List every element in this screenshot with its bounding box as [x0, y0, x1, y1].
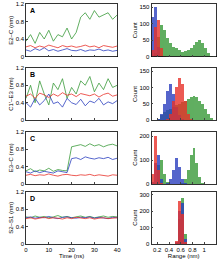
svg-text:200: 200: [139, 133, 150, 139]
svg-text:0.4: 0.4: [16, 36, 25, 42]
svg-text:1.2: 1.2: [16, 189, 25, 195]
svg-text:0.8: 0.8: [188, 247, 197, 253]
svg-text:0: 0: [21, 54, 25, 60]
svg-text:100: 100: [139, 157, 150, 163]
svg-text:300: 300: [139, 192, 150, 198]
svg-text:100: 100: [139, 85, 150, 91]
svg-text:0.6: 0.6: [177, 247, 186, 253]
svg-text:1.2: 1.2: [16, 65, 25, 71]
svg-text:B: B: [30, 71, 35, 78]
svg-text:0.8: 0.8: [16, 206, 25, 212]
svg-text:A: A: [30, 7, 35, 14]
svg-text:30: 30: [91, 247, 98, 253]
svg-text:0: 0: [24, 247, 28, 253]
svg-text:0.4: 0.4: [165, 247, 174, 253]
svg-text:0.4: 0.4: [16, 224, 25, 230]
svg-text:0.8: 0.8: [16, 146, 25, 152]
svg-text:C: C: [30, 135, 35, 142]
svg-text:10: 10: [45, 247, 52, 253]
svg-text:0.8: 0.8: [16, 82, 25, 88]
svg-text:20: 20: [68, 247, 75, 253]
svg-text:0: 0: [146, 241, 150, 247]
svg-text:0: 0: [146, 54, 150, 60]
svg-text:0.8: 0.8: [16, 19, 25, 25]
svg-text:0.2: 0.2: [153, 247, 162, 253]
svg-text:D: D: [30, 195, 35, 202]
svg-text:100: 100: [139, 225, 150, 231]
svg-text:0: 0: [146, 117, 150, 123]
svg-text:E3–C (nm): E3–C (nm): [8, 143, 14, 172]
svg-text:1: 1: [203, 247, 207, 253]
svg-text:S2–S1 (nm): S2–S1 (nm): [8, 202, 14, 234]
svg-text:Count: Count: [132, 86, 138, 102]
svg-text:0: 0: [21, 241, 25, 247]
svg-text:Count: Count: [132, 149, 138, 165]
svg-text:150: 150: [139, 4, 150, 10]
svg-text:100: 100: [139, 21, 150, 27]
svg-text:0.4: 0.4: [16, 100, 25, 106]
svg-text:0.4: 0.4: [16, 164, 25, 170]
svg-text:50: 50: [143, 101, 150, 107]
svg-text:E2–C (nm): E2–C (nm): [8, 16, 14, 45]
svg-text:Time (ns): Time (ns): [59, 253, 84, 259]
svg-text:1.2: 1.2: [16, 129, 25, 135]
svg-text:50: 50: [143, 37, 150, 43]
svg-text:C1'–E3 (nm): C1'–E3 (nm): [8, 77, 14, 111]
svg-text:40: 40: [114, 247, 121, 253]
svg-text:Range (nm): Range (nm): [168, 253, 200, 259]
svg-text:Count: Count: [132, 22, 138, 38]
svg-text:1.2: 1.2: [16, 1, 25, 7]
svg-text:150: 150: [139, 68, 150, 74]
svg-text:0: 0: [21, 181, 25, 187]
svg-text:0: 0: [21, 117, 25, 123]
svg-text:200: 200: [139, 208, 150, 214]
svg-text:Count: Count: [132, 209, 138, 225]
svg-text:0: 0: [146, 181, 150, 187]
